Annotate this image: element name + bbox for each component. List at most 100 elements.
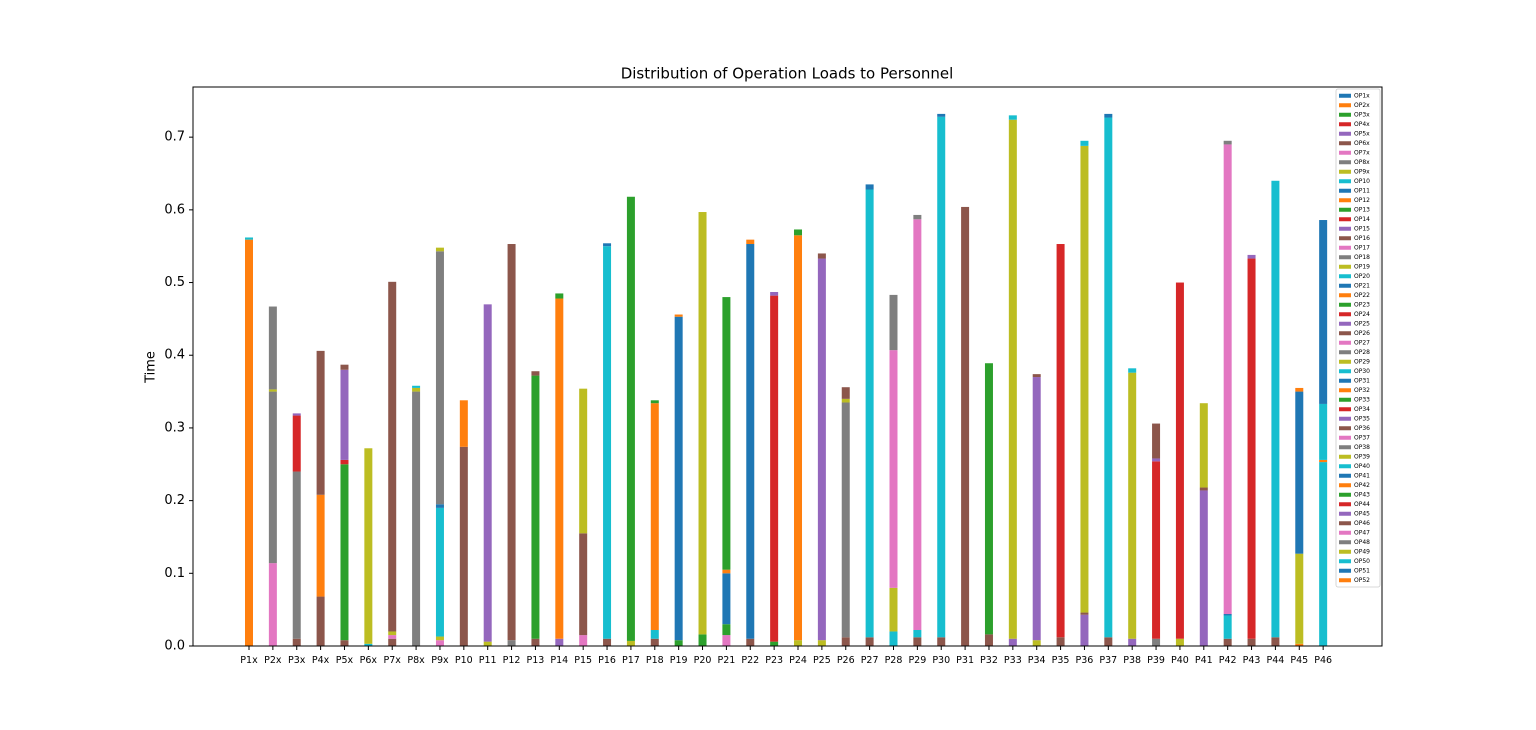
- bar-segment: [459, 400, 468, 447]
- x-tick-label: P8x: [407, 655, 425, 666]
- bar-segment: [1295, 643, 1304, 646]
- bar-segment: [1247, 258, 1256, 639]
- legend-label: OP10: [1354, 178, 1370, 185]
- x-tick-label: P39: [1147, 655, 1165, 666]
- legend-swatch: [1339, 103, 1351, 108]
- legend-label: OP29: [1354, 358, 1370, 365]
- bar-segment: [889, 350, 898, 588]
- legend-swatch: [1339, 226, 1351, 231]
- legend-label: OP50: [1354, 558, 1370, 565]
- legend-swatch: [1339, 578, 1351, 583]
- legend-label: OP2x: [1354, 102, 1370, 109]
- bar-segment: [1152, 638, 1161, 646]
- bar-segment: [292, 415, 301, 472]
- x-tick-label: P34: [1028, 655, 1046, 666]
- bar-segment: [340, 369, 349, 460]
- bar-segment: [1223, 615, 1232, 639]
- bar-segment: [937, 113, 946, 117]
- bar-segment: [1175, 282, 1184, 639]
- bar-segment: [746, 638, 755, 646]
- legend-label: OP49: [1354, 548, 1370, 555]
- bar-segment: [1008, 638, 1017, 646]
- bar-segment: [913, 630, 922, 638]
- legend-swatch: [1339, 93, 1351, 98]
- x-tick-label: P36: [1076, 655, 1094, 666]
- bar-segment: [1199, 490, 1208, 646]
- bar-segment: [770, 291, 779, 296]
- x-tick-label: P20: [694, 655, 712, 666]
- bar-segment: [650, 403, 659, 631]
- legend-label: OP16: [1354, 235, 1370, 242]
- bar-segment: [1080, 140, 1089, 146]
- x-tick-label: P43: [1243, 655, 1261, 666]
- bar-segment: [913, 637, 922, 646]
- bar-segment: [1175, 638, 1184, 646]
- bar-segment: [1008, 115, 1017, 120]
- legend-swatch: [1339, 160, 1351, 165]
- y-tick-label: 0.2: [164, 493, 185, 508]
- bar-segment: [435, 504, 444, 508]
- bar-segment: [412, 385, 421, 388]
- bar-segment: [435, 247, 444, 252]
- x-tick-label: P35: [1052, 655, 1070, 666]
- legend-label: OP22: [1354, 292, 1370, 299]
- bar-segment: [650, 630, 659, 639]
- bar-segment: [1271, 637, 1280, 646]
- x-tick-label: P19: [670, 655, 688, 666]
- bar-segment: [316, 494, 325, 597]
- bar-segment: [889, 631, 898, 646]
- bar-segment: [1247, 254, 1256, 259]
- legend-label: OP26: [1354, 330, 1370, 337]
- bar-segment: [1247, 638, 1256, 646]
- bar-segment: [817, 253, 826, 259]
- bar-segment: [316, 596, 325, 646]
- bar-segment: [364, 643, 373, 646]
- x-tick-label: P1x: [240, 655, 258, 666]
- bar-segment: [1128, 638, 1137, 646]
- bar-segment: [340, 464, 349, 641]
- bar-segment: [245, 239, 253, 646]
- bar-segment: [412, 391, 421, 646]
- bar-segment: [770, 641, 779, 646]
- chart-title: Distribution of Operation Loads to Perso…: [621, 65, 954, 83]
- legend-label: OP38: [1354, 444, 1370, 451]
- bar-segment: [1223, 638, 1232, 646]
- bar-segment: [1319, 220, 1328, 404]
- bar-segment: [1128, 372, 1137, 639]
- legend-swatch: [1339, 416, 1351, 421]
- legend-label: OP4x: [1354, 121, 1370, 128]
- legend-label: OP39: [1354, 453, 1370, 460]
- y-axis-label: Time: [144, 351, 159, 384]
- legend-label: OP52: [1354, 577, 1370, 584]
- x-tick-label: P24: [789, 655, 807, 666]
- legend-swatch: [1339, 188, 1351, 193]
- bar-segment: [722, 635, 731, 646]
- bar-segment: [961, 206, 970, 647]
- legend-swatch: [1339, 568, 1351, 573]
- legend-label: OP12: [1354, 197, 1370, 204]
- bar-segment: [1223, 614, 1232, 616]
- bar-segment: [555, 293, 564, 299]
- bar-segment: [1223, 144, 1232, 615]
- legend-swatch: [1339, 293, 1351, 298]
- bar-segment: [579, 388, 588, 534]
- legend-label: OP33: [1354, 396, 1370, 403]
- legend: OP1x OP2x OP3x OP4x OP5x OP6x OP7x OP8x OP9x OP10…: [1335, 88, 1381, 588]
- bar-segment: [1032, 640, 1041, 646]
- bar-segment: [388, 635, 397, 639]
- legend-label: OP15: [1354, 225, 1370, 232]
- legend-swatch: [1339, 492, 1351, 497]
- x-tick-label: P10: [455, 655, 473, 666]
- legend-label: OP41: [1354, 472, 1370, 479]
- bar-segment: [268, 563, 277, 646]
- legend-swatch: [1339, 464, 1351, 469]
- legend-swatch: [1339, 435, 1351, 440]
- legend-swatch: [1339, 331, 1351, 336]
- legend-label: OP8x: [1354, 159, 1370, 166]
- legend-swatch: [1339, 112, 1351, 117]
- legend-swatch: [1339, 502, 1351, 507]
- legend-swatch: [1339, 426, 1351, 431]
- bar-segment: [722, 573, 731, 625]
